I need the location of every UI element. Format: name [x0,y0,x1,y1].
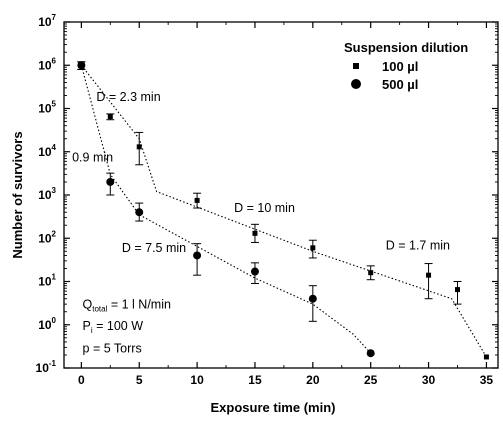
fit-line-100ul [80,64,487,358]
data-point-500ul [193,251,202,260]
condition-symbol: p [83,341,90,355]
y-tick-exponent: 7 [52,13,57,22]
y-tick-base: 10 [38,15,52,29]
data-point-500ul [106,177,115,186]
y-tick-label: 100 [38,316,56,332]
x-tick-label: 25 [364,373,378,387]
data-point-100ul [483,354,489,360]
annotation-label: D = 2.3 min [96,90,160,104]
x-tick-label: 10 [190,373,204,387]
condition-label: Pi = 100 W [83,319,144,335]
condition-label: p = 5 Torrs [83,341,142,355]
condition-symbol: Q [83,297,93,311]
y-tick-base: 10 [38,318,52,332]
annotation-label: D = 1.7 min [386,238,450,252]
data-point-100ul [194,197,200,203]
data-point-500ul [77,61,86,70]
y-tick-exponent: 2 [52,229,57,238]
x-tick-label: 5 [136,373,143,387]
condition-label: Qtotal = 1 l N/min [83,297,171,313]
condition-value: = 5 Torrs [89,341,141,355]
y-tick-base: 10 [38,102,52,116]
data-point-100ul [107,114,113,120]
data-point-100ul [310,245,316,251]
legend-square-marker [353,63,359,69]
data-point-500ul [308,294,317,303]
legend-title: Suspension dilution [344,40,468,55]
plot-frame [63,21,499,369]
data-point-100ul [368,270,374,276]
legend-circle-marker [351,79,361,89]
x-axis-title: Exposure time (min) [211,400,336,415]
y-tick-label: 101 [38,273,56,289]
y-tick-exponent: 3 [52,186,57,195]
y-tick-label: 10-1 [36,359,57,375]
y-tick-label: 103 [38,186,56,202]
data-point-500ul [135,208,144,217]
fit-lines [80,64,487,358]
x-tick-label: 20 [306,373,320,387]
y-tick-label: 104 [38,143,56,159]
y-tick-exponent: 1 [52,273,57,282]
condition-subscript: i [91,326,93,335]
y-tick-base: 10 [38,145,52,159]
x-axis: 0 5 10 15 20 25 30 35 [78,22,493,387]
data-markers [77,61,489,360]
condition-subscript: total [92,304,107,313]
annotation-label: D = 7.5 min [122,241,186,255]
y-tick-exponent: -1 [49,359,57,368]
x-tick-label: 0 [78,373,85,387]
y-tick-label: 106 [38,56,56,72]
data-point-500ul [366,349,375,358]
x-tick-label: 30 [422,373,436,387]
y-tick-base: 10 [38,188,52,202]
plot-area-border [63,21,499,369]
legend-label-100ul: 100 µl [382,59,418,74]
condition-value: = 100 W [93,319,144,333]
y-axis-title: Number of survivors [10,131,25,258]
y-tick-exponent: 4 [52,143,57,152]
y-tick-base: 10 [38,231,52,245]
fit-line-500ul [80,65,372,354]
data-point-100ul [252,230,258,236]
data-point-100ul [136,144,142,150]
y-tick-label: 107 [38,13,56,29]
data-point-500ul [250,267,259,276]
data-point-100ul [454,287,460,293]
y-tick-base: 10 [36,361,50,375]
x-tick-label: 35 [480,373,494,387]
data-point-100ul [426,272,432,278]
y-tick-exponent: 6 [52,56,57,65]
y-tick-exponent: 5 [52,100,57,109]
annotations: D = 2.3 min 0.9 min D = 10 min D = 7.5 min D… [72,90,450,255]
condition-value: = 1 l N/min [107,297,171,311]
y-tick-exponent: 0 [52,316,57,325]
y-tick-base: 10 [38,58,52,72]
annotation-label: 0.9 min [72,150,113,164]
legend-label-500ul: 500 µl [382,77,418,92]
y-tick-label: 102 [38,229,56,245]
condition-symbol: P [83,319,91,333]
x-tick-label: 15 [248,373,262,387]
y-tick-base: 10 [38,275,52,289]
annotation-label: D = 10 min [234,201,295,215]
y-tick-label: 105 [38,100,56,116]
legend: Suspension dilution 100 µl 500 µl [344,40,468,92]
